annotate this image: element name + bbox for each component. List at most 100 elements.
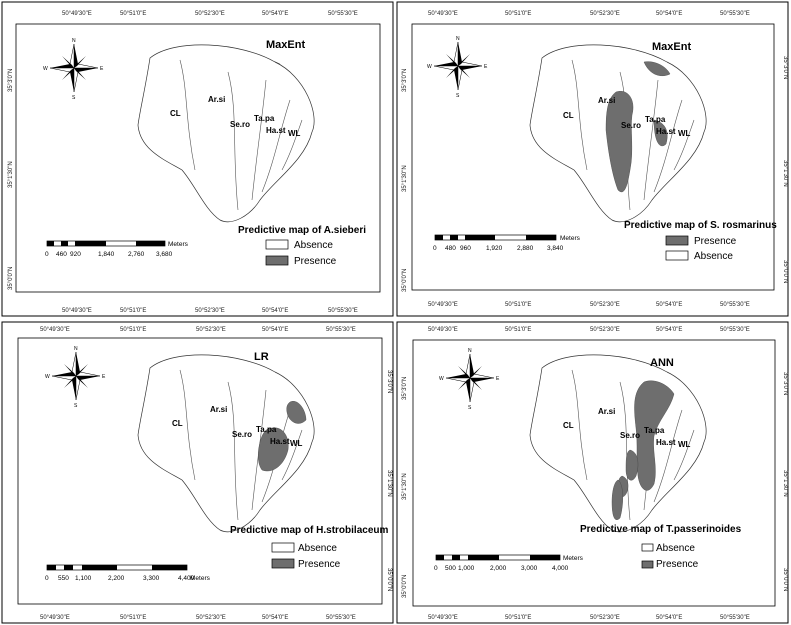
- lon-tick: 50°52'30"E: [196, 327, 226, 333]
- zone-label-wl: WL: [288, 129, 301, 138]
- zone-label-sero: Se.ro: [621, 121, 641, 130]
- presence-area: [611, 479, 623, 520]
- zone-label-cl: CL: [172, 419, 183, 428]
- scale-label: 4,400: [178, 575, 195, 582]
- lon-tick: 50°52'30"E: [590, 11, 620, 17]
- scale-label: 1,000: [458, 565, 475, 572]
- lat-tick: 35°3'0"N: [402, 377, 408, 400]
- lat-tick: 35°3'0"N: [8, 69, 14, 92]
- scale-label: 960: [460, 245, 471, 252]
- model-label: MaxEnt: [652, 41, 691, 53]
- map-title: Predictive map of T.passerinoides: [580, 524, 742, 535]
- legend-swatch-presence: [641, 560, 654, 569]
- presence-area: [258, 427, 289, 472]
- presence-area: [605, 91, 634, 193]
- lon-tick: 50°54'0"E: [262, 327, 288, 333]
- lon-tick: 50°51'0"E: [120, 11, 146, 17]
- scale-label: 1,920: [486, 245, 503, 252]
- zone-label-hast: Ha.st: [270, 437, 290, 446]
- scale-bar: Meters 0 480 960 1,920 2,880 3,840: [433, 234, 581, 252]
- lon-tick: 50°55'30"E: [328, 11, 358, 17]
- scale-bar: Meters 0 460 920 1,840 2,760 3,680: [45, 240, 189, 258]
- scale-label: 0: [45, 575, 49, 582]
- presence-area: [653, 119, 668, 147]
- legend-label: Absence: [656, 543, 695, 554]
- east-label: E: [102, 374, 106, 380]
- zone-label-hast: Ha.st: [266, 126, 286, 135]
- north-label: N: [74, 346, 78, 352]
- lon-tick: 50°55'30"E: [720, 11, 750, 17]
- lon-tick: 50°51'0"E: [505, 615, 531, 621]
- zone-label-wl: WL: [678, 440, 691, 449]
- legend-label: Absence: [694, 251, 733, 262]
- lon-tick: 50°54'0"E: [262, 615, 288, 621]
- legend-swatch-absence: [271, 542, 295, 553]
- lon-tick: 50°51'0"E: [120, 327, 146, 333]
- scale-label: 3,300: [143, 575, 160, 582]
- lon-tick: 50°54'0"E: [656, 302, 682, 308]
- scale-unit: Meters: [168, 241, 189, 248]
- lat-tick: 35°0'0"N: [386, 568, 392, 591]
- model-label: MaxEnt: [266, 39, 305, 51]
- lat-tick: 35°0'0"N: [402, 575, 408, 598]
- lon-tick: 50°51'0"E: [505, 11, 531, 17]
- scale-bar: 0 550 1,100 2,200 3,300 4,400 Meters: [45, 564, 211, 582]
- zone-label-hast: Ha.st: [656, 127, 676, 136]
- lon-tick: 50°55'30"E: [720, 327, 750, 333]
- lat-tick: 35°1'30"N: [782, 160, 788, 187]
- lon-tick: 50°49'30"E: [428, 327, 458, 333]
- scale-label: 920: [70, 251, 81, 258]
- zone-label-arsi: Ar.si: [210, 405, 227, 414]
- lon-tick: 50°52'30"E: [590, 615, 620, 621]
- lat-tick: 35°1'30"N: [402, 473, 408, 500]
- scale-label: 4,000: [552, 565, 569, 572]
- study-area-map: [137, 44, 315, 223]
- lat-tick: 35°1'30"N: [782, 470, 788, 497]
- zone-label-sero: Se.ro: [620, 431, 640, 440]
- lat-tick: 35°3'0"N: [386, 370, 392, 393]
- lat-tick: 35°0'0"N: [782, 568, 788, 591]
- legend-label: Presence: [298, 559, 341, 570]
- lon-tick: 50°55'30"E: [328, 308, 358, 314]
- lon-tick: 50°54'0"E: [656, 327, 682, 333]
- map-panel-srosmarinus: 50°49'30"E 50°51'0"E 50°52'30"E 50°54'0"…: [396, 1, 789, 317]
- lon-tick: 50°49'30"E: [428, 615, 458, 621]
- scale-label: 500: [445, 565, 456, 572]
- lat-tick: 35°1'30"N: [8, 161, 14, 188]
- lat-tick: 35°3'0"N: [402, 69, 408, 92]
- lon-tick: 50°55'30"E: [326, 615, 356, 621]
- lat-tick: 35°0'0"N: [782, 260, 788, 283]
- lon-tick: 50°49'30"E: [62, 11, 92, 17]
- zone-label-arsi: Ar.si: [208, 95, 225, 104]
- north-label: N: [72, 38, 76, 44]
- scale-label: 550: [58, 575, 69, 582]
- zone-label-tapa: Ta.pa: [254, 114, 275, 123]
- south-label: S: [72, 95, 76, 101]
- map-title: Predictive map of H.strobilaceum: [230, 525, 388, 536]
- scale-label: 0: [433, 245, 437, 252]
- lat-tick: 35°1'30"N: [386, 470, 392, 497]
- lon-tick: 50°55'30"E: [326, 327, 356, 333]
- west-label: W: [427, 64, 432, 70]
- study-area-map: [529, 354, 707, 533]
- scale-unit: Meters: [563, 555, 584, 562]
- lon-tick: 50°49'30"E: [428, 302, 458, 308]
- compass-rose: N E S W: [439, 348, 500, 411]
- lon-tick: 50°51'0"E: [120, 308, 146, 314]
- lon-tick: 50°54'0"E: [262, 11, 288, 17]
- scale-label: 0: [45, 251, 49, 258]
- legend-label: Absence: [298, 543, 337, 554]
- west-label: W: [439, 376, 444, 382]
- scale-bar: Meters 0 500 1,000 2,000 3,000 4,000: [434, 554, 584, 572]
- lat-tick: 35°0'0"N: [402, 269, 408, 292]
- map-panel-tpasserinoides: 50°49'30"E 50°51'0"E 50°52'30"E 50°54'0"…: [396, 321, 789, 624]
- zone-label-tapa: Ta.pa: [645, 115, 666, 124]
- lon-tick: 50°51'0"E: [505, 327, 531, 333]
- west-label: W: [43, 66, 48, 72]
- zone-label-tapa: Ta.pa: [256, 425, 277, 434]
- legend-swatch-absence: [665, 250, 689, 261]
- model-label: LR: [254, 351, 269, 363]
- lon-tick: 50°52'30"E: [590, 327, 620, 333]
- map-panel-asieberi: 50°49'30"E 50°51'0"E 50°52'30"E 50°54'0"…: [1, 1, 394, 317]
